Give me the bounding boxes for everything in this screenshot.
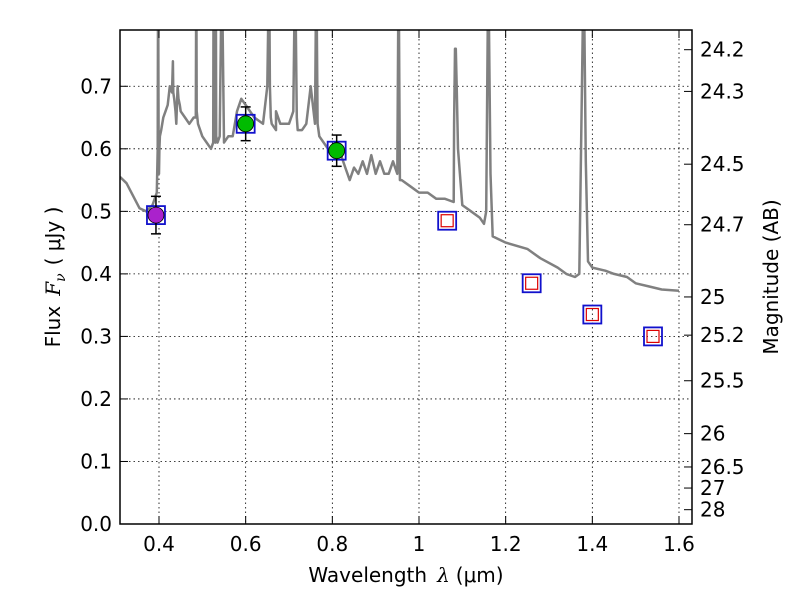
observed-flux-point: [237, 115, 255, 133]
x-tick-label: 0.4: [143, 532, 175, 556]
x-tick-label: 0.6: [230, 532, 262, 556]
magnitude-tick-label: 25.5: [700, 369, 745, 393]
magnitude-tick-label: 24.3: [700, 79, 745, 103]
magnitude-tick-label: 25.2: [700, 323, 745, 347]
y-tick-label: 0.0: [80, 512, 112, 536]
x-axis: 0.4 0.6 0.8 1 1.2 1.4 1.6: [143, 30, 695, 556]
y-tick-label: 0.5: [80, 199, 112, 223]
y-tick-label: 0.6: [80, 137, 112, 161]
magnitude-tick-label: 26.5: [700, 455, 745, 479]
y-tick-label: 0.3: [80, 324, 112, 348]
model-spectrum: [120, 30, 680, 293]
upper-limit-marker: [646, 329, 660, 344]
x-tick-label: 1: [413, 532, 426, 556]
magnitude-tick-label: 27: [700, 476, 725, 500]
y-tick-label: 0.4: [80, 262, 112, 286]
y-tick-label: 0.2: [80, 387, 112, 411]
x-axis-label: Wavelength λ (μm): [308, 563, 503, 587]
model-photometry-marker: [437, 210, 458, 231]
observed-flux-point: [328, 142, 346, 160]
magnitude-tick-label: 24.7: [700, 213, 745, 237]
upper-limit-marker: [525, 276, 539, 290]
magnitude-axis-label: Magnitude (AB): [759, 199, 783, 354]
magnitude-tick-label: 24.5: [700, 152, 745, 176]
magnitude-tick-label: 26: [700, 422, 725, 446]
model-spectrum-line: [120, 30, 680, 293]
model-photometry-marker: [521, 273, 542, 294]
y-axis-label: FluxFν( μJy ): [41, 207, 69, 348]
x-tick-label: 1.2: [490, 532, 522, 556]
y-tick-label: 0.7: [80, 74, 112, 98]
x-tick-label: 0.8: [316, 532, 348, 556]
x-tick-label: 1.6: [663, 532, 695, 556]
upper-limit-marker: [585, 307, 599, 322]
magnitude-tick-label: 25: [700, 285, 725, 309]
y-axis: 0.0 0.1 0.2 0.3 0.4 0.5 0.6 0.7: [80, 74, 128, 536]
x-tick-label: 1.4: [576, 532, 608, 556]
photometry-points: [146, 106, 663, 347]
magnitude-tick-label: 24.2: [700, 38, 745, 62]
magnitude-tick-label: 28: [700, 498, 725, 522]
observed-flux-point: [147, 206, 165, 224]
upper-limit-marker: [440, 214, 454, 228]
model-photometry-marker: [582, 304, 603, 325]
y-tick-label: 0.1: [80, 449, 112, 473]
model-photometry-marker: [643, 326, 663, 347]
plot-frame: [119, 29, 693, 525]
